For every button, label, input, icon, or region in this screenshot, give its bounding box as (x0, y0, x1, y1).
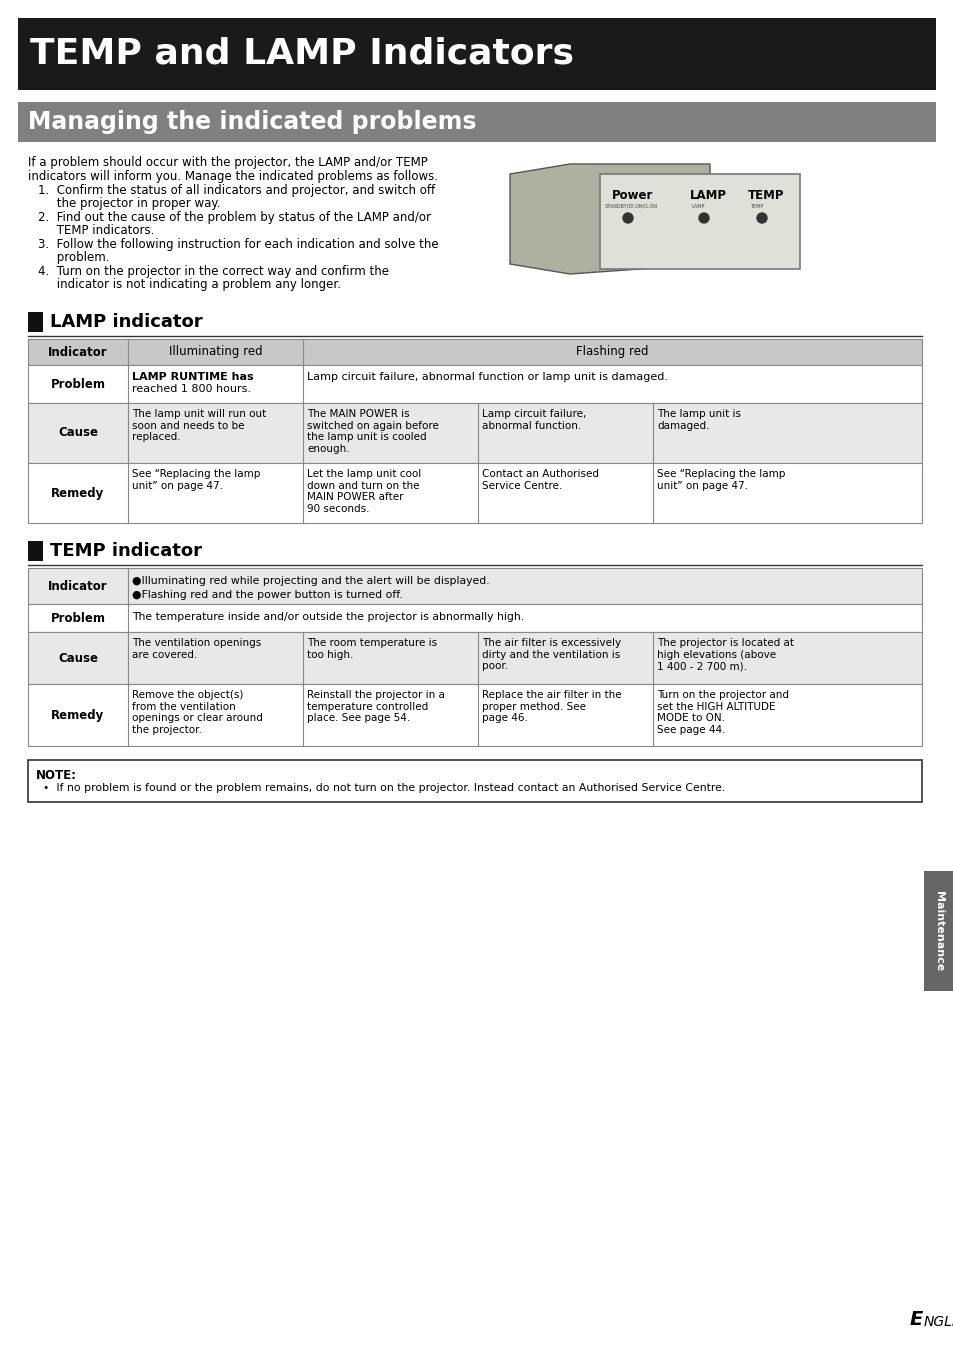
Text: See “Replacing the lamp
unit” on page 47.: See “Replacing the lamp unit” on page 47… (132, 469, 260, 490)
Text: Lamp circuit failure, abnormal function or lamp unit is damaged.: Lamp circuit failure, abnormal function … (307, 372, 667, 382)
Text: Replace the air filter in the
proper method. See
page 46.: Replace the air filter in the proper met… (481, 690, 621, 723)
Text: 3.  Follow the following instruction for each indication and solve the: 3. Follow the following instruction for … (38, 238, 438, 251)
Text: Problem: Problem (51, 377, 106, 390)
Text: problem.: problem. (38, 251, 110, 263)
Circle shape (757, 213, 766, 223)
Text: indicator is not indicating a problem any longer.: indicator is not indicating a problem an… (38, 278, 340, 290)
Text: LAMP indicator: LAMP indicator (50, 313, 202, 331)
Bar (923, 871, 953, 992)
Text: •  If no problem is found or the problem remains, do not turn on the projector. : • If no problem is found or the problem … (36, 784, 724, 793)
Text: If a problem should occur with the projector, the LAMP and/or TEMP: If a problem should occur with the proje… (28, 155, 427, 169)
Text: The lamp unit will run out
soon and needs to be
replaced.: The lamp unit will run out soon and need… (132, 409, 266, 442)
Text: reached 1 800 hours.: reached 1 800 hours. (132, 384, 251, 394)
Text: The room temperature is
too high.: The room temperature is too high. (307, 638, 436, 659)
Text: STANDBY/DI.ON/G.ON: STANDBY/DI.ON/G.ON (604, 204, 658, 209)
Text: indicators will inform you. Manage the indicated problems as follows.: indicators will inform you. Manage the i… (28, 170, 437, 182)
Text: ●Flashing red and the power button is turned off.: ●Flashing red and the power button is tu… (132, 590, 402, 600)
Text: Flashing red: Flashing red (576, 346, 648, 358)
Text: Indicator: Indicator (49, 580, 108, 593)
Text: Remedy: Remedy (51, 486, 105, 500)
Text: Managing the indicated problems: Managing the indicated problems (28, 109, 476, 134)
Bar (28, 761, 921, 802)
Text: Cause: Cause (58, 427, 98, 439)
Text: TEMP: TEMP (747, 189, 783, 203)
Text: LAMP: LAMP (689, 189, 726, 203)
Polygon shape (510, 163, 709, 274)
Bar (28, 463, 921, 523)
Text: Lamp circuit failure,
abnormal function.: Lamp circuit failure, abnormal function. (481, 409, 586, 431)
Bar (28, 684, 921, 746)
Bar (28, 540, 43, 561)
Bar (599, 174, 800, 269)
Bar (18, 18, 935, 91)
Text: Turn on the projector and
set the HIGH ALTITUDE
MODE to ON.
See page 44.: Turn on the projector and set the HIGH A… (657, 690, 788, 735)
Text: NOTE:: NOTE: (36, 769, 77, 782)
Text: Remove the object(s)
from the ventilation
openings or clear around
the projector: Remove the object(s) from the ventilatio… (132, 690, 263, 735)
Text: LAMP: LAMP (691, 204, 704, 209)
Bar (28, 567, 921, 604)
Bar (28, 632, 921, 684)
Text: Cause: Cause (58, 651, 98, 665)
Text: 2.  Find out the cause of the problem by status of the LAMP and/or: 2. Find out the cause of the problem by … (38, 211, 431, 224)
Text: E: E (909, 1310, 923, 1329)
Text: The projector is located at
high elevations (above
1 400 - 2 700 m).: The projector is located at high elevati… (657, 638, 793, 671)
Bar (28, 312, 43, 332)
Text: TEMP and LAMP Indicators: TEMP and LAMP Indicators (30, 36, 574, 72)
Circle shape (699, 213, 708, 223)
Text: See “Replacing the lamp
unit” on page 47.: See “Replacing the lamp unit” on page 47… (657, 469, 784, 490)
Text: The temperature inside and/or outside the projector is abnormally high.: The temperature inside and/or outside th… (132, 612, 523, 621)
Text: TEMP: TEMP (749, 204, 762, 209)
Text: Indicator: Indicator (49, 346, 108, 358)
Text: Power: Power (612, 189, 653, 203)
Text: ●Illuminating red while projecting and the alert will be displayed.: ●Illuminating red while projecting and t… (132, 576, 489, 586)
Bar (28, 365, 921, 403)
Text: Let the lamp unit cool
down and turn on the
MAIN POWER after
90 seconds.: Let the lamp unit cool down and turn on … (307, 469, 421, 513)
Bar (18, 101, 935, 142)
Bar (28, 403, 921, 463)
Text: The lamp unit is
damaged.: The lamp unit is damaged. (657, 409, 740, 431)
Text: Remedy: Remedy (51, 708, 105, 721)
Text: TEMP indicators.: TEMP indicators. (38, 224, 154, 236)
Text: 4.  Turn on the projector in the correct way and confirm the: 4. Turn on the projector in the correct … (38, 265, 389, 278)
Text: Contact an Authorised
Service Centre.: Contact an Authorised Service Centre. (481, 469, 598, 490)
Text: Reinstall the projector in a
temperature controlled
place. See page 54.: Reinstall the projector in a temperature… (307, 690, 444, 723)
Text: The ventilation openings
are covered.: The ventilation openings are covered. (132, 638, 261, 659)
Text: Maintenance: Maintenance (933, 890, 943, 971)
Text: The air filter is excessively
dirty and the ventilation is
poor.: The air filter is excessively dirty and … (481, 638, 620, 671)
Bar (28, 604, 921, 632)
Text: TEMP indicator: TEMP indicator (50, 542, 202, 561)
Text: LAMP RUNTIME has: LAMP RUNTIME has (132, 372, 253, 382)
Text: The MAIN POWER is
switched on again before
the lamp unit is cooled
enough.: The MAIN POWER is switched on again befo… (307, 409, 438, 454)
Text: 1.  Confirm the status of all indicators and projector, and switch off: 1. Confirm the status of all indicators … (38, 184, 435, 197)
Text: Illuminating red: Illuminating red (169, 346, 262, 358)
Text: Problem: Problem (51, 612, 106, 624)
Circle shape (622, 213, 633, 223)
Text: the projector in proper way.: the projector in proper way. (38, 197, 220, 209)
Text: NGLISH: NGLISH (923, 1315, 953, 1329)
Bar (28, 339, 921, 365)
